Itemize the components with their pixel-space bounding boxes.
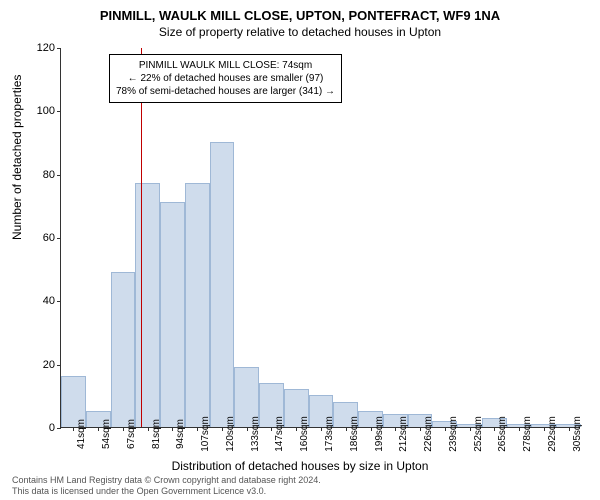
- xtick-mark: [420, 427, 421, 431]
- ytick-mark: [57, 428, 61, 429]
- ytick-mark: [57, 111, 61, 112]
- xtick-mark: [172, 427, 173, 431]
- xtick-mark: [371, 427, 372, 431]
- xtick-mark: [445, 427, 446, 431]
- xtick-mark: [98, 427, 99, 431]
- ytick-label: 40: [25, 295, 55, 307]
- info-box: PINMILL WAULK MILL CLOSE: 74sqm← 22% of …: [109, 54, 342, 103]
- xtick-label: 305sqm: [572, 416, 583, 452]
- footer-line1: Contains HM Land Registry data © Crown c…: [12, 475, 321, 486]
- ytick-label: 120: [25, 42, 55, 54]
- xtick-mark: [346, 427, 347, 431]
- ytick-mark: [57, 238, 61, 239]
- info-box-line: ← 22% of detached houses are smaller (97…: [116, 72, 335, 85]
- ytick-label: 20: [25, 359, 55, 371]
- bar: [210, 142, 235, 427]
- xtick-label: 265sqm: [497, 416, 508, 452]
- xtick-mark: [395, 427, 396, 431]
- xtick-label: 239sqm: [448, 416, 459, 452]
- reference-vline: [141, 48, 142, 427]
- xtick-mark: [569, 427, 570, 431]
- ytick-mark: [57, 365, 61, 366]
- ytick-mark: [57, 175, 61, 176]
- xtick-label: 278sqm: [522, 416, 533, 452]
- chart-area: 02040608010012041sqm54sqm67sqm81sqm94sqm…: [60, 48, 580, 428]
- bar: [160, 202, 185, 427]
- info-box-line: PINMILL WAULK MILL CLOSE: 74sqm: [116, 59, 335, 72]
- xtick-mark: [271, 427, 272, 431]
- xtick-label: 292sqm: [547, 416, 558, 452]
- xtick-mark: [222, 427, 223, 431]
- title-main: PINMILL, WAULK MILL CLOSE, UPTON, PONTEF…: [0, 0, 600, 23]
- xtick-mark: [123, 427, 124, 431]
- footer-line2: This data is licensed under the Open Gov…: [12, 486, 321, 497]
- ytick-label: 80: [25, 169, 55, 181]
- xtick-mark: [148, 427, 149, 431]
- xtick-mark: [470, 427, 471, 431]
- xtick-mark: [247, 427, 248, 431]
- xtick-mark: [73, 427, 74, 431]
- xtick-mark: [321, 427, 322, 431]
- xtick-mark: [494, 427, 495, 431]
- footer-attribution: Contains HM Land Registry data © Crown c…: [12, 475, 321, 497]
- ytick-label: 60: [25, 232, 55, 244]
- ytick-mark: [57, 48, 61, 49]
- xtick-mark: [197, 427, 198, 431]
- y-axis-label: Number of detached properties: [10, 75, 24, 240]
- plot-region: 02040608010012041sqm54sqm67sqm81sqm94sqm…: [60, 48, 580, 428]
- xtick-mark: [296, 427, 297, 431]
- xtick-mark: [544, 427, 545, 431]
- ytick-mark: [57, 301, 61, 302]
- x-axis-label: Distribution of detached houses by size …: [0, 459, 600, 473]
- bar: [111, 272, 136, 427]
- title-sub: Size of property relative to detached ho…: [0, 23, 600, 43]
- bar: [135, 183, 160, 427]
- ytick-label: 0: [25, 422, 55, 434]
- bar: [185, 183, 210, 427]
- xtick-mark: [519, 427, 520, 431]
- info-box-line: 78% of semi-detached houses are larger (…: [116, 85, 335, 98]
- ytick-label: 100: [25, 105, 55, 117]
